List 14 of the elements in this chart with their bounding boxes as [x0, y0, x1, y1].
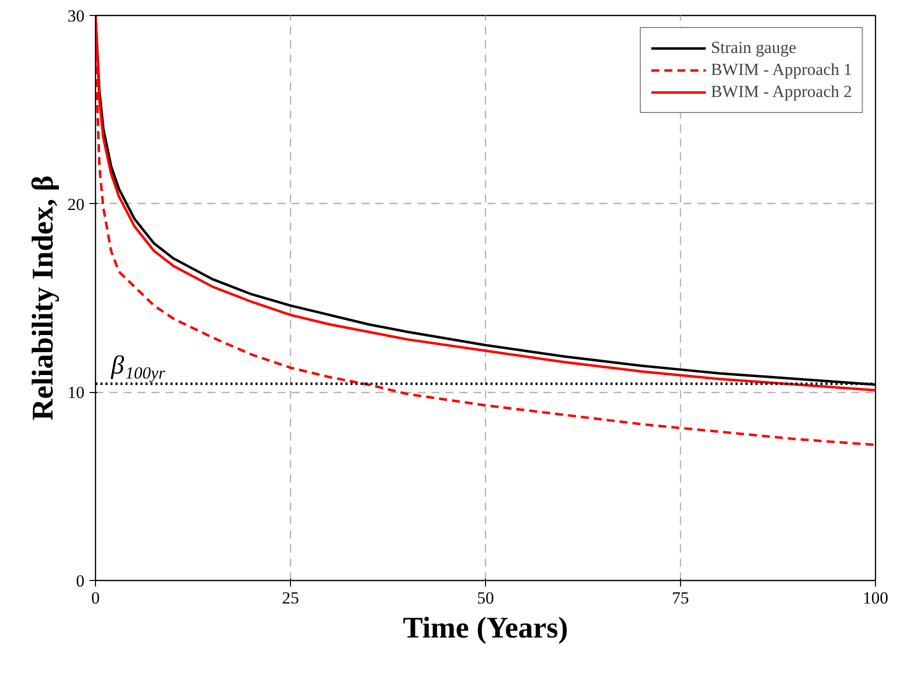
legend-label: Strain gauge	[710, 38, 796, 58]
x-tick-label: 25	[282, 588, 299, 608]
y-axis-title: Reliability Index, β	[26, 176, 60, 420]
y-tick-label: 20	[68, 194, 84, 214]
legend-label: BWIM - Approach 1	[710, 60, 852, 80]
legend-label: BWIM - Approach 2	[710, 82, 852, 102]
x-tick-label: 0	[91, 588, 100, 608]
x-tick-label: 75	[672, 588, 689, 608]
y-tick-label: 30	[68, 6, 84, 26]
y-tick-label: 0	[76, 572, 84, 590]
x-tick-label: 50	[477, 588, 494, 608]
x-axis-title: Time (Years)	[402, 612, 568, 644]
x-tick-label: 100	[862, 588, 888, 608]
y-tick-label: 10	[68, 383, 84, 402]
